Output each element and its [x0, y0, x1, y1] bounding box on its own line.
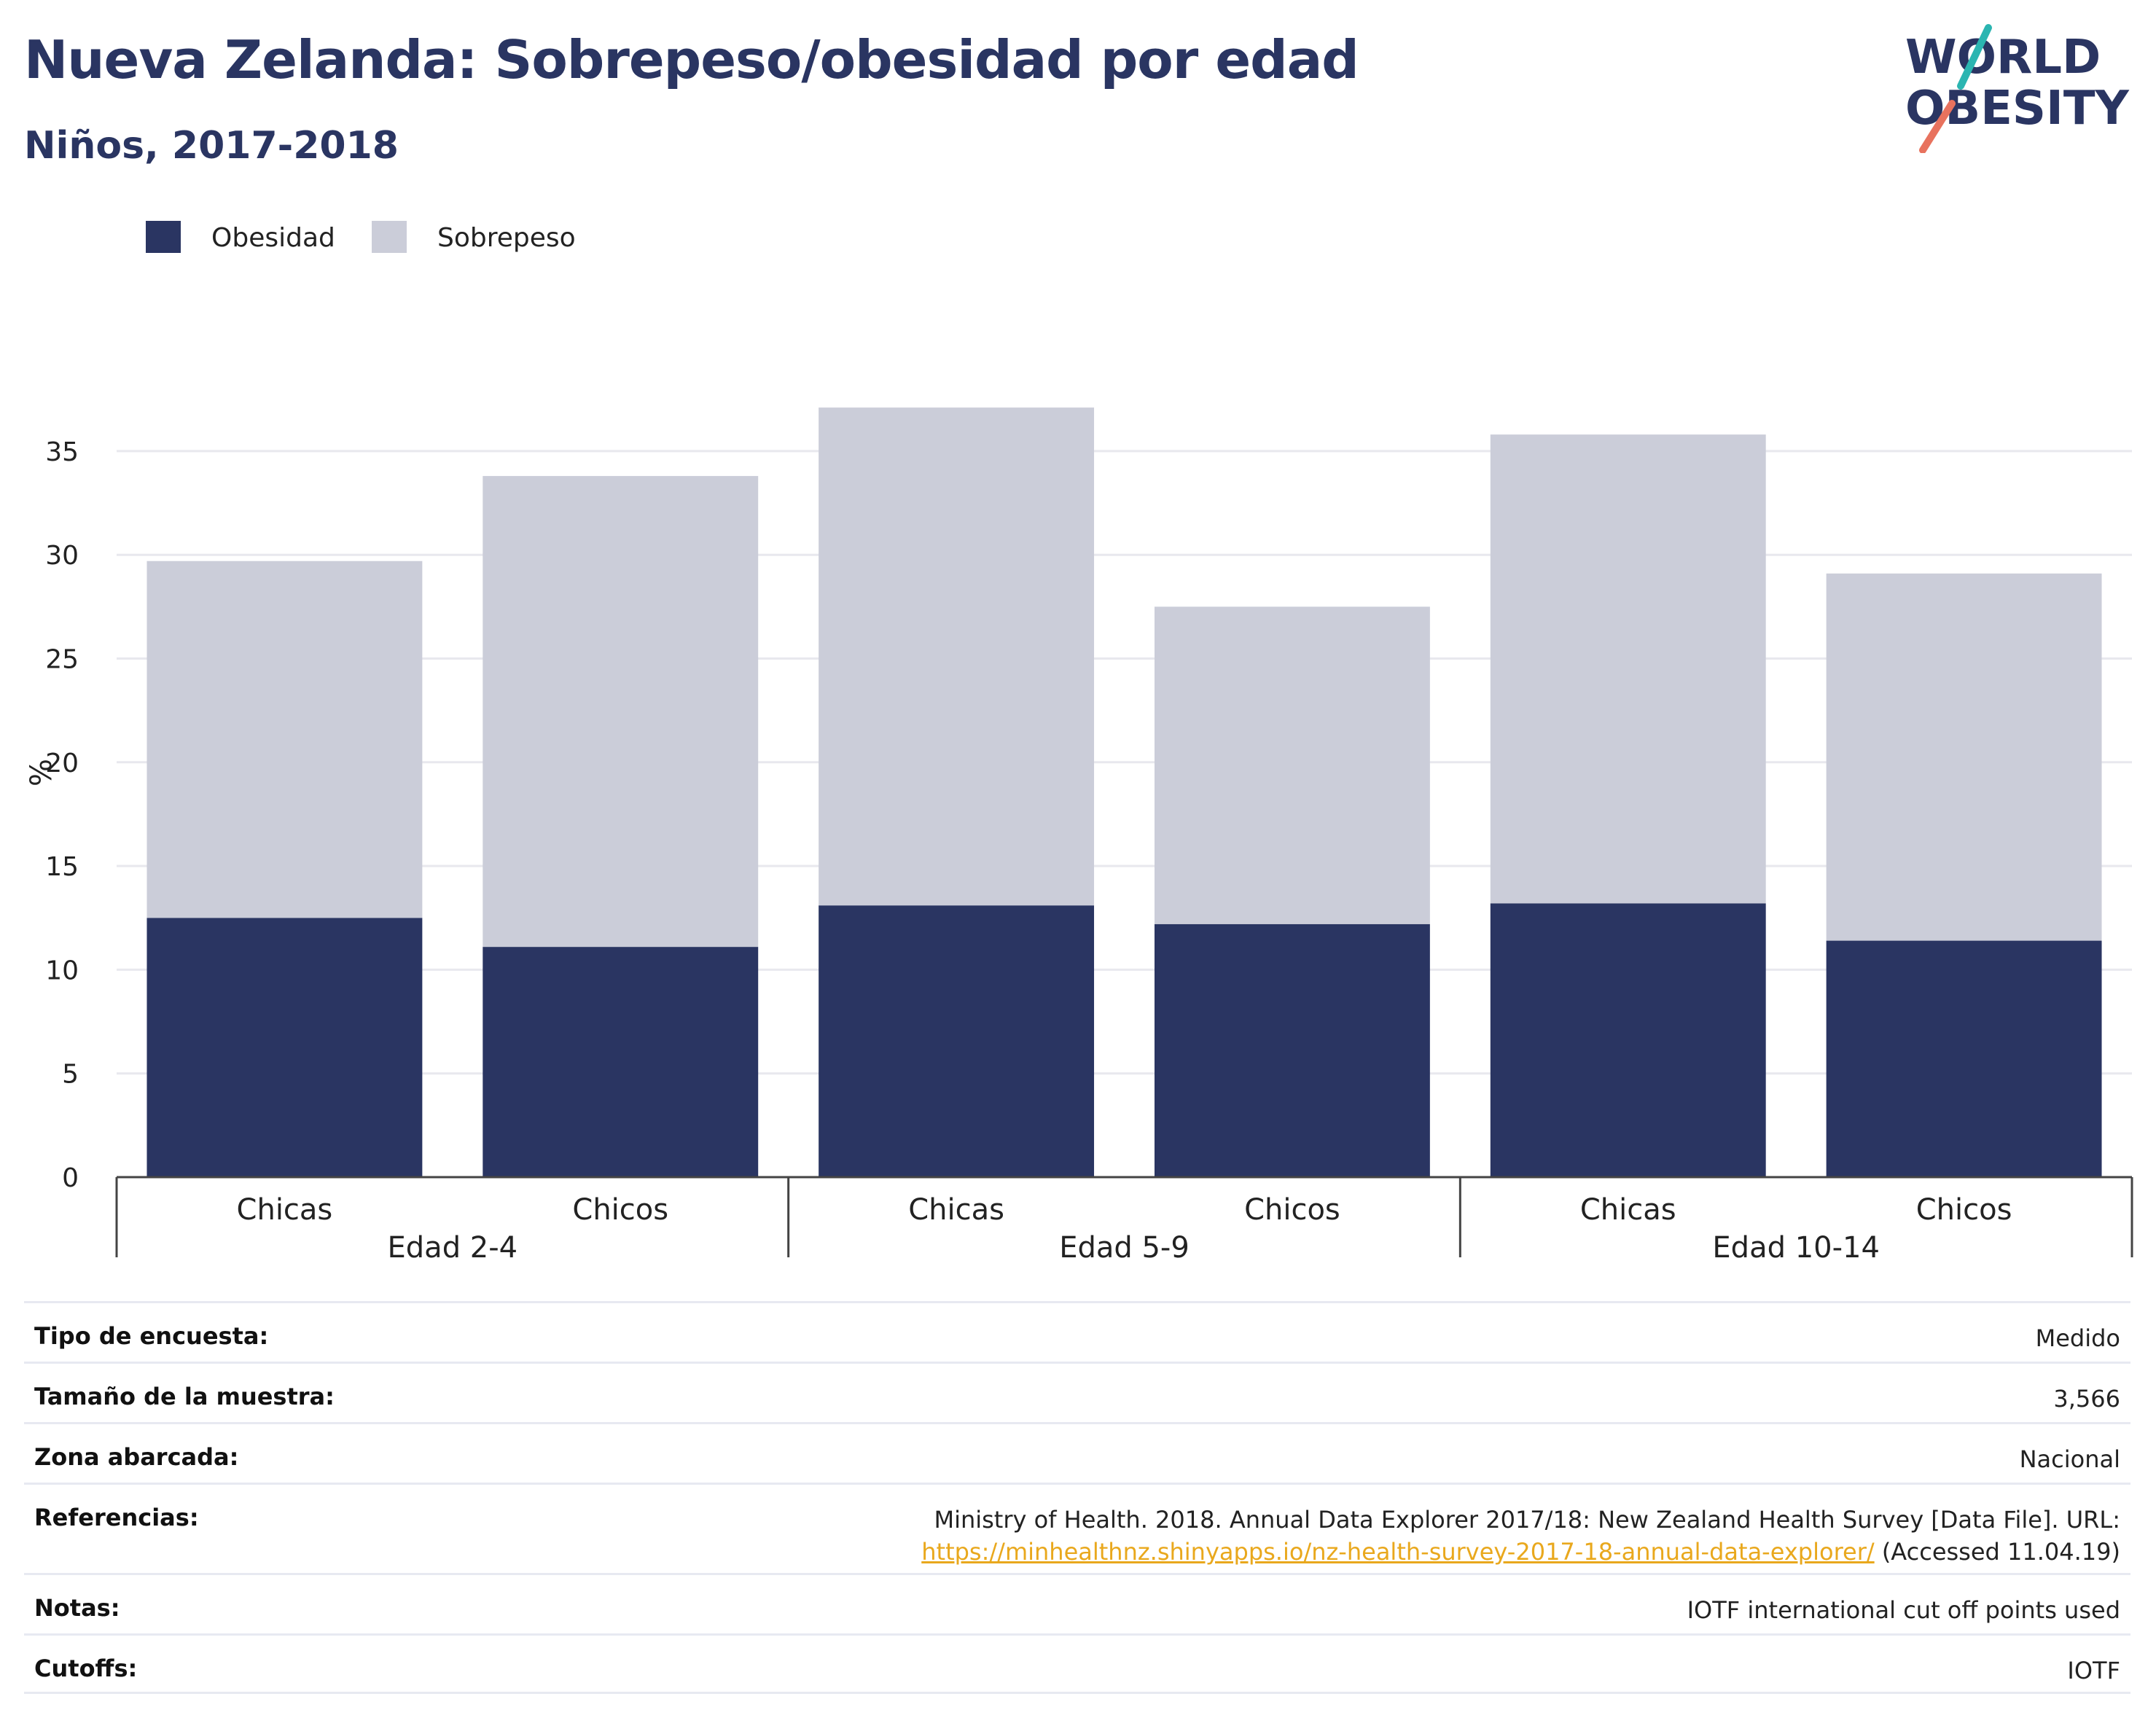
bar-sobrepeso-2	[819, 407, 1095, 906]
x-tick-label: Chicas	[237, 1193, 333, 1227]
info-value: IOTF international cut off points used	[1687, 1594, 2130, 1626]
y-tick-label: 15	[45, 852, 79, 882]
bar-sobrepeso-3	[1154, 606, 1430, 924]
bar-obesidad-0	[147, 918, 423, 1177]
bar-obesidad-2	[819, 905, 1095, 1177]
info-value-text: Nacional	[2019, 1445, 2120, 1473]
reference-accessed-note: (Accessed 11.04.19)	[1874, 1538, 2120, 1566]
chart-title: Nueva Zelanda: Sobrepeso/obesidad por ed…	[24, 29, 1359, 90]
legend: Obesidad Sobrepeso	[146, 221, 576, 253]
world-obesity-logo: WORLD OBESITY	[1905, 24, 2129, 153]
bar-sobrepeso-1	[483, 476, 759, 948]
info-value-text: IOTF	[2067, 1657, 2120, 1684]
info-value: 3,566	[2053, 1383, 2130, 1415]
group-label: Edad 10-14	[1712, 1231, 1880, 1265]
y-axis-label: %	[25, 759, 58, 786]
info-label: Tipo de encuesta:	[34, 1322, 269, 1350]
bar-obesidad-5	[1826, 940, 2102, 1177]
info-value: Medido	[2036, 1322, 2130, 1354]
info-value: Ministry of Health. 2018. Annual Data Ex…	[921, 1504, 2130, 1568]
bar-obesidad-4	[1490, 903, 1766, 1177]
info-value: Nacional	[2020, 1443, 2130, 1475]
info-row: Tipo de encuesta: Medido	[24, 1301, 2130, 1362]
x-tick-label: Chicos	[572, 1193, 668, 1227]
chart-subtitle: Niños, 2017-2018	[24, 124, 399, 168]
bar-sobrepeso-0	[147, 561, 423, 918]
y-tick-label: 10	[45, 956, 79, 985]
y-tick-label: 20	[45, 749, 79, 778]
logo-slash-teal	[1957, 24, 1992, 90]
info-value-text: Medido	[2035, 1324, 2120, 1352]
bars	[147, 407, 2102, 1177]
y-tick-label: 30	[45, 541, 79, 571]
legend-swatch-obesidad	[146, 221, 181, 253]
info-value-text: Ministry of Health. 2018. Annual Data Ex…	[934, 1506, 2120, 1534]
info-row: Cutoffs: IOTF	[24, 1633, 2130, 1694]
info-row: Referencias: Ministry of Health. 2018. An…	[24, 1483, 2130, 1573]
group-label: Edad 5-9	[1059, 1231, 1190, 1265]
info-label: Referencias:	[34, 1504, 199, 1531]
bar-sobrepeso-5	[1826, 573, 2102, 941]
metadata-table: Tipo de encuesta: Medido Tamaño de la mues…	[24, 1301, 2130, 1694]
x-tick-label: Chicos	[1916, 1193, 2012, 1227]
logo-text-obesity: OBESITY	[1905, 82, 2129, 136]
logo-slash-coral	[1919, 100, 1956, 153]
stacked-bar-chart: Obesidad Sobrepeso 0 5 10 15 20 25 30 35% Chicas C…	[25, 221, 2133, 1265]
info-value: IOTF	[2067, 1655, 2130, 1687]
axes: 0 5 10 15 20 25 30 35% Chicas Chicos Chicas Chicos C…	[25, 437, 2133, 1265]
y-tick-label: 35	[45, 437, 79, 467]
legend-label-sobrepeso: Sobrepeso	[437, 223, 576, 253]
y-tick-label: 5	[62, 1060, 79, 1090]
logo-text-world: WORLD	[1905, 31, 2101, 85]
bar-sobrepeso-4	[1490, 434, 1766, 904]
reference-link[interactable]: https://minhealthnz.shinyapps.io/nz-heal…	[921, 1538, 1875, 1566]
x-tick-label: Chicos	[1244, 1193, 1340, 1227]
info-label: Cutoffs:	[34, 1655, 138, 1682]
bar-obesidad-1	[483, 947, 759, 1177]
info-row: Notas: IOTF international cut off points …	[24, 1573, 2130, 1633]
x-tick-label: Chicas	[908, 1193, 1004, 1227]
gridlines	[117, 450, 2132, 1075]
y-tick-label: 0	[62, 1163, 79, 1193]
info-value-text: IOTF international cut off points used	[1687, 1596, 2120, 1624]
x-tick-label: Chicas	[1580, 1193, 1676, 1227]
group-label: Edad 2-4	[388, 1231, 518, 1265]
bar-obesidad-3	[1154, 923, 1430, 1177]
info-value-text: 3,566	[2053, 1385, 2120, 1413]
info-row: Tamaño de la muestra: 3,566	[24, 1362, 2130, 1422]
info-label: Tamaño de la muestra:	[34, 1383, 335, 1410]
info-row: Zona abarcada: Nacional	[24, 1422, 2130, 1483]
y-tick-label: 25	[45, 645, 79, 675]
legend-label-obesidad: Obesidad	[211, 223, 335, 253]
info-label: Notas:	[34, 1594, 120, 1622]
info-label: Zona abarcada:	[34, 1443, 239, 1471]
legend-swatch-sobrepeso	[372, 221, 407, 253]
